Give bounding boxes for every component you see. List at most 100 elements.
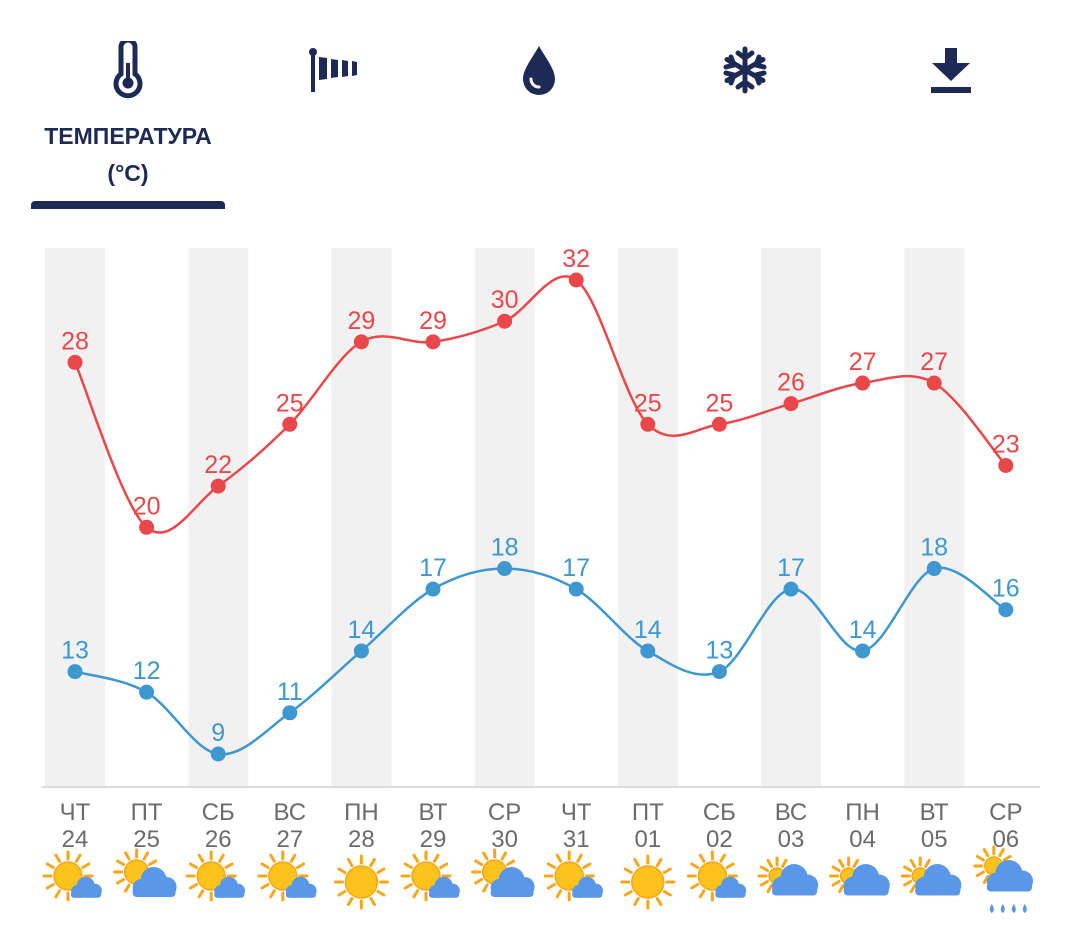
data-label-high: 25	[634, 389, 662, 417]
data-point-high	[139, 519, 155, 535]
tab-humidity[interactable]	[479, 40, 599, 100]
data-label-high: 25	[705, 389, 733, 417]
data-label-low: 17	[562, 554, 590, 582]
data-point-high	[711, 416, 727, 432]
data-label-low: 13	[705, 637, 733, 665]
sun-cloud-weather-icon	[42, 850, 102, 902]
data-point-low	[425, 581, 441, 597]
tab-temperature-label: ТЕМПЕРАТУРА (°C)	[28, 118, 228, 192]
data-point-high	[568, 272, 584, 288]
x-label-day: 02	[706, 826, 733, 853]
data-label-high: 23	[992, 430, 1020, 458]
data-point-high	[282, 416, 298, 432]
x-label-weekday: СБ	[202, 799, 235, 826]
parameter-tabs: ТЕМПЕРАТУРА (°C)	[0, 0, 1080, 215]
x-label-weekday: ЧТ	[561, 799, 592, 826]
cloud-sun-light-weather-icon	[757, 856, 819, 896]
x-label-weekday: ВС	[274, 799, 307, 826]
tab-temperature-label-line1: ТЕМПЕРАТУРА	[44, 123, 212, 149]
data-label-low: 17	[419, 554, 447, 582]
day-band	[188, 248, 249, 786]
data-label-low: 14	[849, 616, 877, 644]
x-label-weekday: ЧТ	[60, 799, 91, 826]
x-label-weekday: ВТ	[418, 799, 447, 826]
data-label-low: 11	[277, 678, 303, 706]
data-label-high: 32	[562, 245, 590, 273]
data-label-high: 29	[419, 307, 447, 335]
data-point-low	[497, 561, 513, 577]
data-point-low	[568, 581, 584, 597]
data-label-low: 9	[211, 719, 225, 747]
tab-temperature-label-line2: (°C)	[107, 160, 149, 186]
data-point-high	[855, 375, 871, 391]
data-label-low: 16	[992, 575, 1020, 603]
data-label-high: 27	[849, 348, 877, 376]
x-label-day: 06	[992, 826, 1019, 853]
x-label-weekday: ПТ	[632, 799, 664, 826]
tab-temperature[interactable]	[68, 40, 188, 100]
day-band	[617, 248, 678, 786]
data-label-high: 27	[920, 348, 948, 376]
x-label-day: 30	[491, 826, 518, 853]
data-label-high: 28	[61, 327, 89, 355]
sun-cloud-weather-icon	[686, 850, 747, 902]
download-icon	[931, 48, 971, 93]
data-point-high	[353, 334, 369, 350]
data-label-low: 13	[61, 637, 89, 665]
thermometer-icon	[113, 41, 143, 99]
x-label-day: 04	[849, 826, 876, 853]
wind-icon	[309, 48, 357, 92]
weather-icons	[42, 845, 1033, 913]
data-label-high: 26	[777, 369, 805, 397]
tab-wind[interactable]	[273, 40, 393, 100]
x-label-day: 03	[778, 826, 805, 853]
x-label-weekday: ПН	[344, 799, 379, 826]
data-label-low: 12	[133, 657, 161, 685]
tab-download[interactable]	[891, 40, 1011, 100]
day-band	[474, 248, 535, 786]
snowflake-icon	[723, 46, 767, 94]
data-point-low	[783, 581, 799, 597]
sun-cloud-weather-icon	[400, 850, 460, 902]
data-label-high: 20	[133, 492, 161, 520]
day-band	[45, 248, 105, 786]
data-point-low	[210, 746, 226, 762]
cloud-sun-weather-icon	[113, 848, 177, 897]
x-label-weekday: СР	[488, 799, 521, 826]
data-label-low: 17	[777, 554, 805, 582]
x-label-weekday: ПН	[845, 799, 880, 826]
data-label-low: 14	[634, 616, 662, 644]
data-label-high: 22	[204, 451, 232, 479]
data-label-high: 30	[491, 286, 519, 314]
data-label-high: 25	[276, 389, 304, 417]
data-point-low	[139, 684, 155, 700]
rain-cloud-weather-icon	[973, 845, 1033, 913]
x-label-day: 29	[420, 826, 447, 853]
data-point-low	[282, 705, 298, 721]
data-point-low	[926, 561, 942, 577]
x-label-day: 28	[348, 826, 375, 853]
cloud-sun-weather-icon	[471, 848, 535, 897]
x-label-day: 24	[62, 826, 89, 853]
data-label-low: 14	[347, 616, 375, 644]
x-label-weekday: СБ	[703, 799, 736, 826]
data-point-high	[998, 457, 1014, 473]
data-point-low	[711, 664, 727, 680]
x-label-weekday: ВС	[775, 799, 808, 826]
data-label-high: 29	[347, 307, 375, 335]
data-point-high	[67, 354, 83, 370]
x-label-weekday: ВТ	[920, 799, 949, 826]
cloud-sun-light-weather-icon	[829, 856, 890, 896]
data-point-high	[926, 375, 942, 391]
data-point-low	[67, 664, 83, 680]
active-tab-indicator	[31, 201, 225, 209]
data-label-low: 18	[920, 534, 948, 562]
x-label-day: 01	[634, 826, 661, 853]
data-point-high	[425, 334, 441, 350]
x-label-day: 27	[276, 826, 303, 853]
x-axis-labels: ЧТ24ПТ25СБ26ВС27ПН28ВТ29СР30ЧТ31ПТ01СБ02…	[60, 799, 1023, 853]
tab-snow[interactable]	[685, 40, 805, 100]
data-point-high	[783, 396, 799, 412]
x-label-day: 31	[563, 826, 590, 853]
